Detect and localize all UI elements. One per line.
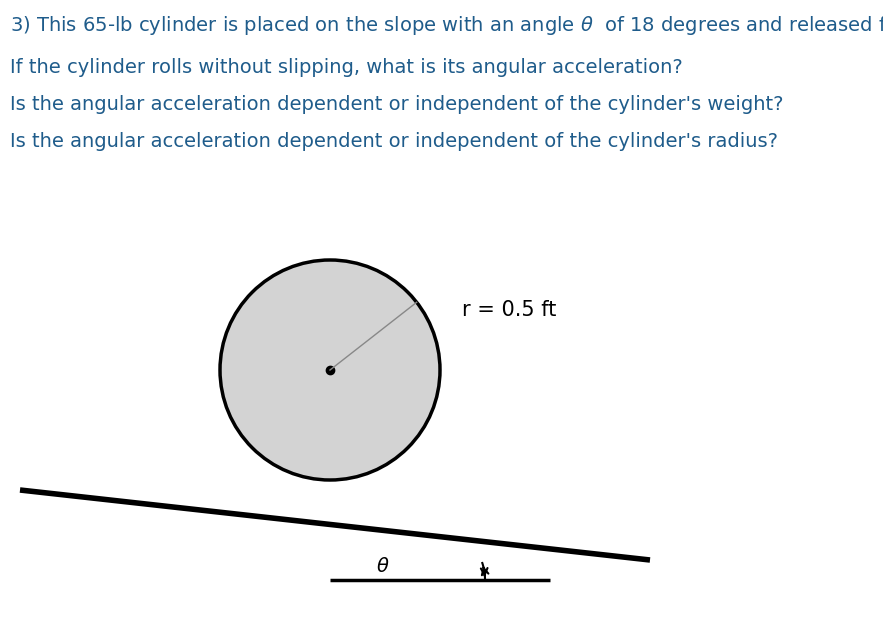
Text: Is the angular acceleration dependent or independent of the cylinder's weight?: Is the angular acceleration dependent or… [10, 95, 783, 114]
Text: $\theta$: $\theta$ [376, 557, 390, 576]
Circle shape [220, 260, 440, 480]
Text: r = 0.5 ft: r = 0.5 ft [462, 300, 556, 320]
Text: Is the angular acceleration dependent or independent of the cylinder's radius?: Is the angular acceleration dependent or… [10, 132, 778, 151]
Text: If the cylinder rolls without slipping, what is its angular acceleration?: If the cylinder rolls without slipping, … [10, 58, 683, 77]
Text: 3) This 65-lb cylinder is placed on the slope with an angle $\theta$  of 18 degr: 3) This 65-lb cylinder is placed on the … [10, 14, 883, 37]
